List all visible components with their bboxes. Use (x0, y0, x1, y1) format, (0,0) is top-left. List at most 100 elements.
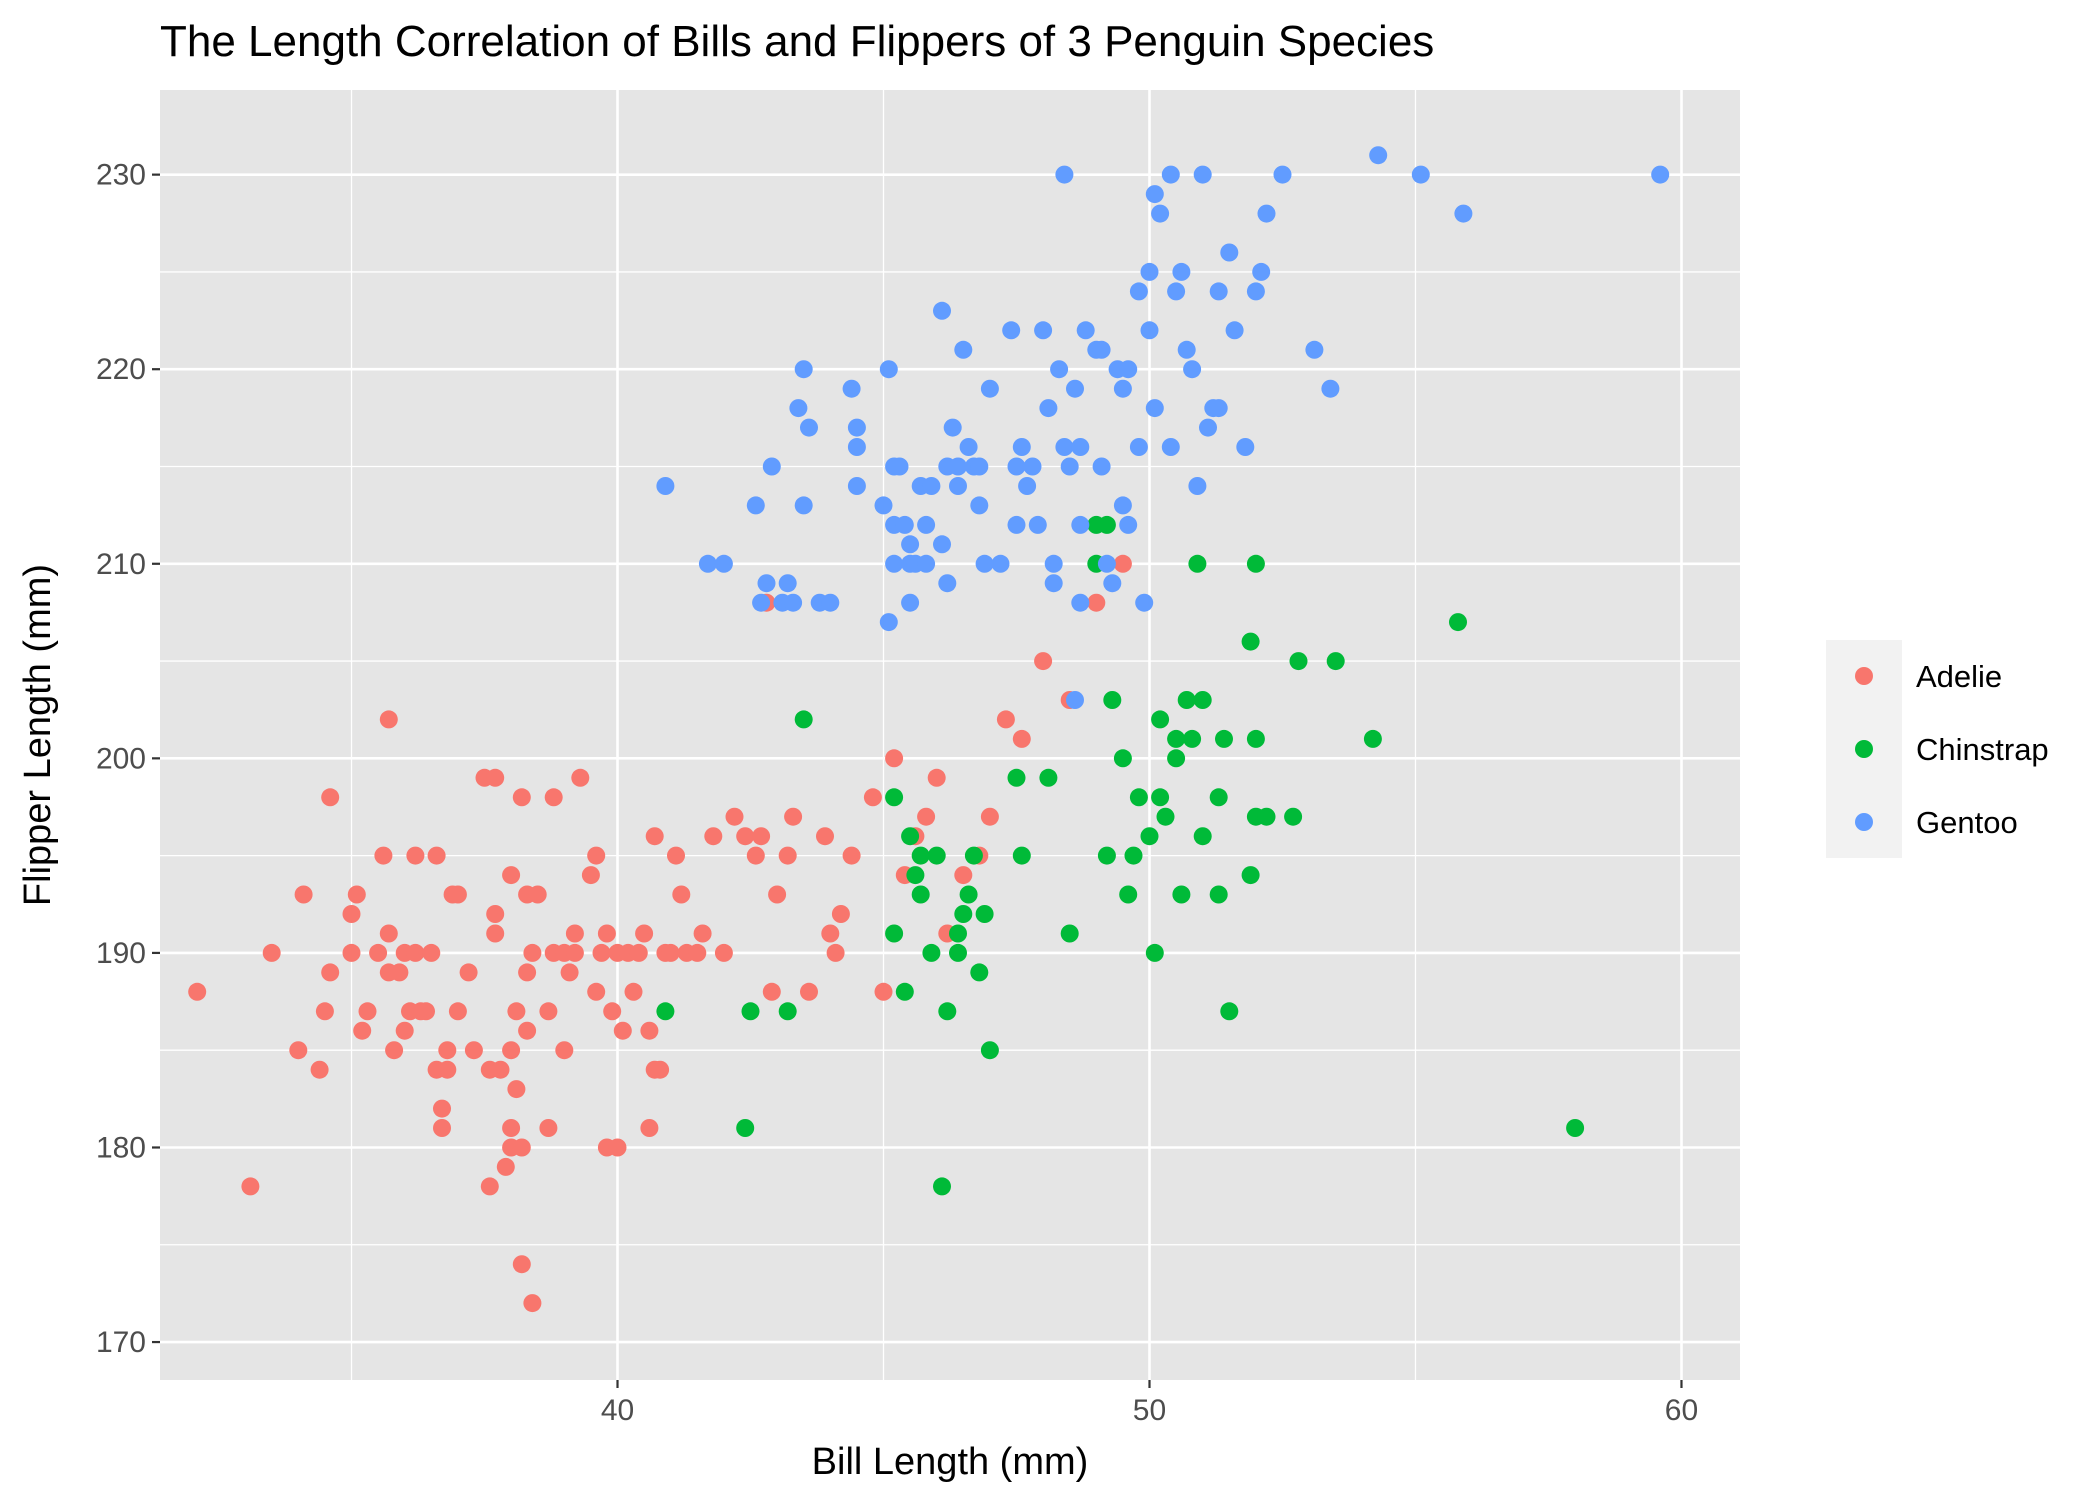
point-adelie (746, 846, 765, 865)
series-adelie (188, 554, 1132, 1313)
point-chinstrap (1167, 729, 1186, 748)
y-tick-label: 230 (96, 159, 146, 192)
point-gentoo (1066, 691, 1084, 709)
point-adelie (917, 807, 936, 826)
y-tick-label: 170 (96, 1326, 146, 1359)
point-adelie (321, 788, 340, 807)
point-gentoo (1273, 165, 1292, 184)
point-gentoo (1097, 554, 1116, 573)
point-adelie (980, 807, 999, 826)
point-adelie (645, 827, 664, 846)
point-adelie (651, 1060, 670, 1079)
point-adelie (816, 827, 834, 846)
point-adelie (374, 846, 393, 865)
point-chinstrap (1257, 807, 1276, 826)
point-adelie (427, 846, 446, 865)
point-gentoo (970, 457, 989, 476)
point-adelie (358, 1002, 377, 1021)
point-gentoo (1167, 282, 1186, 301)
point-adelie (826, 943, 845, 962)
point-gentoo (1028, 515, 1047, 534)
point-adelie (491, 1060, 510, 1079)
point-adelie (1012, 729, 1031, 748)
point-adelie (762, 982, 781, 1001)
point-gentoo (933, 301, 951, 320)
point-gentoo (1055, 165, 1074, 184)
y-tick-label: 200 (96, 742, 146, 775)
point-adelie (555, 1041, 574, 1060)
point-adelie (433, 1119, 451, 1137)
point-adelie (342, 905, 361, 923)
point-adelie (667, 846, 685, 865)
x-tick-label: 40 (601, 1394, 634, 1427)
series-chinstrap (656, 515, 1585, 1196)
point-gentoo (1651, 165, 1670, 184)
legend-key-adelie (1855, 667, 1873, 685)
point-adelie (571, 768, 590, 787)
point-gentoo (1129, 438, 1148, 456)
point-adelie (635, 924, 654, 943)
point-adelie (502, 866, 521, 885)
point-adelie (927, 768, 946, 787)
point-chinstrap (1103, 691, 1122, 709)
point-gentoo (1151, 204, 1170, 223)
point-chinstrap (1007, 768, 1026, 787)
point-chinstrap (927, 846, 946, 865)
point-gentoo (784, 593, 803, 612)
point-adelie (406, 846, 425, 865)
point-gentoo (1103, 574, 1122, 593)
y-axis-title: Flipper Length (mm) (17, 564, 59, 906)
point-chinstrap (1220, 1002, 1239, 1021)
point-adelie (587, 982, 606, 1001)
point-chinstrap (1012, 846, 1031, 865)
point-gentoo (698, 554, 717, 573)
point-adelie (379, 924, 398, 943)
point-chinstrap (1129, 788, 1148, 807)
point-adelie (486, 905, 505, 923)
point-gentoo (842, 379, 861, 398)
point-gentoo (1092, 457, 1111, 476)
point-adelie (821, 924, 840, 943)
point-gentoo (1039, 399, 1058, 418)
point-chinstrap (656, 1002, 675, 1021)
point-chinstrap (954, 905, 973, 923)
point-chinstrap (980, 1041, 999, 1060)
point-gentoo (1188, 477, 1207, 495)
point-chinstrap (970, 963, 989, 982)
point-adelie (486, 924, 505, 943)
point-gentoo (1055, 438, 1074, 456)
point-chinstrap (778, 1002, 797, 1021)
point-gentoo (1071, 438, 1090, 456)
point-gentoo (794, 496, 813, 515)
point-gentoo (847, 418, 866, 437)
point-adelie (459, 963, 478, 982)
point-chinstrap (933, 1177, 951, 1196)
point-chinstrap (1140, 827, 1159, 846)
point-gentoo (885, 554, 904, 573)
point-adelie (347, 885, 366, 904)
point-adelie (768, 885, 787, 904)
point-gentoo (1113, 496, 1132, 515)
point-adelie (512, 1138, 531, 1157)
point-gentoo (1209, 282, 1228, 301)
chart-title: The Length Correlation of Bills and Flip… (160, 17, 1434, 66)
point-chinstrap (911, 885, 930, 904)
point-gentoo (1183, 360, 1202, 379)
point-adelie (842, 846, 861, 865)
point-adelie (528, 885, 547, 904)
point-adelie (289, 1041, 308, 1060)
point-gentoo (794, 360, 813, 379)
point-gentoo (1305, 340, 1324, 359)
point-chinstrap (1039, 768, 1058, 787)
point-gentoo (1161, 438, 1180, 456)
y-tick-label: 220 (96, 353, 146, 386)
point-gentoo (1177, 340, 1196, 359)
point-gentoo (949, 457, 967, 476)
point-gentoo (762, 457, 781, 476)
point-chinstrap (741, 1002, 760, 1021)
point-adelie (512, 1255, 531, 1274)
point-adelie (523, 943, 542, 962)
point-adelie (1113, 554, 1132, 573)
point-adelie (544, 788, 563, 807)
point-adelie (369, 943, 388, 962)
